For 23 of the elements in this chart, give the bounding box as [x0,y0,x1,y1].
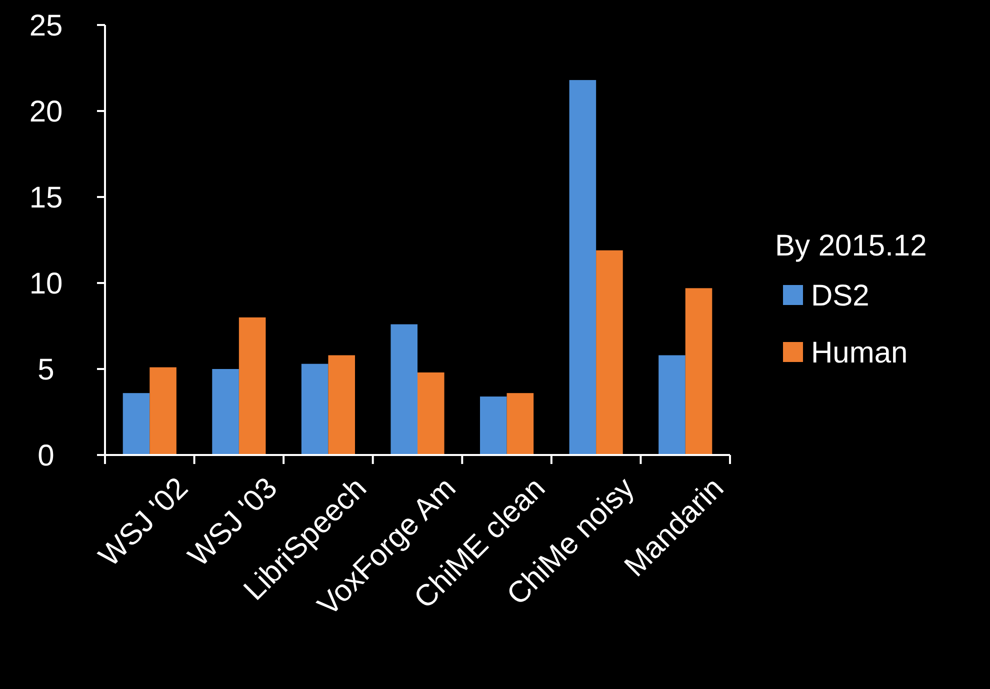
y-tick-label: 20 [29,96,63,128]
bar [390,324,418,455]
bar [596,250,623,455]
bar [328,355,355,455]
legend-label: DS2 [811,280,870,312]
bar [212,369,239,455]
y-tick-label: 5 [38,354,54,386]
y-tick-label: 15 [29,182,63,214]
y-tick-label: 0 [38,440,54,472]
y-tick-label: 25 [29,10,63,42]
bar [238,317,266,455]
bar [150,367,176,455]
bar [122,393,150,455]
y-tick-label: 10 [29,268,63,300]
bar [506,393,534,455]
legend-label: Human [811,336,908,370]
bar [685,288,712,455]
bar [418,372,444,455]
bar [658,355,686,455]
bar [480,396,507,455]
bar [569,80,596,455]
bar [301,364,328,455]
legend-title: By 2015.12 [775,230,927,262]
